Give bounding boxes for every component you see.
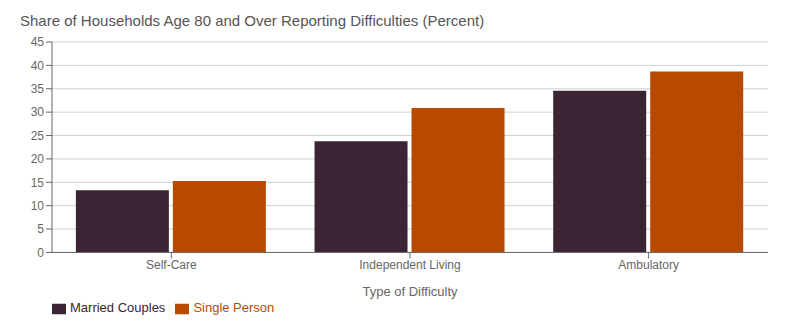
svg-text:25: 25 — [31, 129, 45, 143]
svg-text:Independent Living: Independent Living — [359, 258, 460, 272]
svg-text:20: 20 — [31, 152, 45, 166]
html-text:Single Person: Single Person — [193, 300, 275, 316]
svg-text:Type of Difficulty: Type of Difficulty — [362, 284, 458, 299]
html-text:Share of Households Age 80 and: Share of Households Age 80 and Over Repo… — [20, 12, 485, 29]
svg-text:40: 40 — [31, 59, 45, 73]
svg-text:0: 0 — [37, 246, 44, 260]
svg-text:Ambulatory: Ambulatory — [618, 258, 679, 272]
svg-text:10: 10 — [31, 199, 45, 213]
svg-text:35: 35 — [31, 82, 45, 96]
svg-text:45: 45 — [31, 35, 45, 49]
svg-text:Self-Care: Self-Care — [146, 258, 197, 272]
svg-text:5: 5 — [37, 222, 44, 236]
svg-text:30: 30 — [31, 105, 45, 119]
html-text:Married Couples: Married Couples — [70, 300, 166, 316]
svg-text:15: 15 — [31, 176, 45, 190]
